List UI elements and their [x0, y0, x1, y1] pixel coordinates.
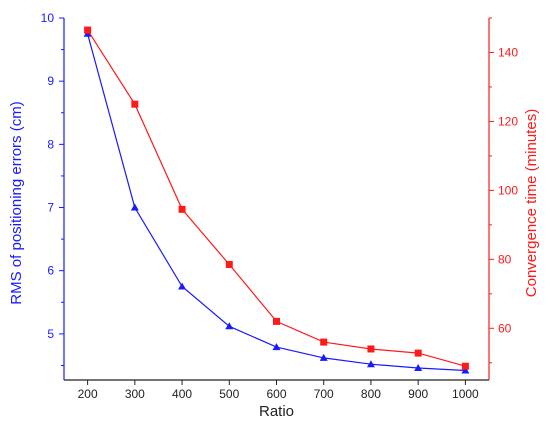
- right-y-tick-label: 100: [498, 183, 518, 197]
- convergence-time-data-point: [131, 100, 139, 108]
- rms-error-data-point: [414, 363, 423, 371]
- x-tick-label: 300: [125, 387, 145, 401]
- right-y-tick-label: 80: [498, 252, 512, 266]
- rms-error-data-point: [461, 366, 470, 374]
- rms-error-data-point: [319, 353, 328, 361]
- convergence-time-data-point: [367, 345, 375, 353]
- convergence-time-data-point: [84, 26, 92, 34]
- left-y-tick-label: 9: [47, 74, 54, 88]
- left-y-tick-label: 5: [47, 327, 54, 341]
- x-tick-label: 1000: [452, 387, 479, 401]
- plot-area: 200 300 400 500 600 700 800 900 1000 5 6 7 8 9 10 60 80 1…: [41, 11, 519, 401]
- x-tick-label: 500: [219, 387, 239, 401]
- rms-error-data-point: [225, 322, 234, 330]
- x-tick-label: 600: [266, 387, 286, 401]
- convergence-time-data-point: [414, 349, 422, 357]
- left-y-axis-title: RMS of positioning errors (cm): [8, 101, 25, 304]
- convergence-time-series-line: [87, 29, 466, 367]
- rms-error-data-point: [178, 282, 187, 290]
- convergence-time-data-point: [320, 338, 328, 346]
- x-tick-label: 900: [408, 387, 428, 401]
- convergence-time-data-point: [225, 261, 233, 269]
- convergence-time-data-point: [461, 362, 469, 370]
- left-y-tick-label: 7: [47, 201, 54, 215]
- convergence-time-data-point: [178, 205, 186, 213]
- rms-error-data-point: [272, 343, 281, 351]
- left-y-tick-label: 6: [47, 264, 54, 278]
- right-y-tick-label: 60: [498, 321, 512, 335]
- right-y-tick-label: 120: [498, 114, 518, 128]
- rms-error-data-point: [366, 360, 375, 368]
- x-axis-title: Ratio: [259, 403, 294, 420]
- x-tick-label: 800: [361, 387, 381, 401]
- left-y-tick-label: 8: [47, 137, 54, 151]
- right-y-axis-title: Convergence time (minutes): [523, 109, 540, 297]
- convergence-time-data-point: [273, 317, 280, 325]
- x-tick-label: 200: [78, 387, 98, 401]
- left-y-tick-label: 10: [41, 11, 55, 25]
- right-y-tick-label: 140: [498, 45, 518, 59]
- x-tick-label: 700: [314, 387, 334, 401]
- x-tick-label: 400: [172, 387, 192, 401]
- rms-error-data-point: [130, 203, 139, 211]
